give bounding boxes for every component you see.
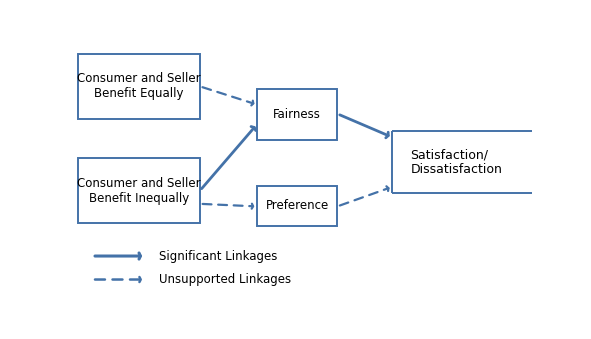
Text: Significant Linkages: Significant Linkages xyxy=(158,250,277,262)
FancyBboxPatch shape xyxy=(79,158,200,223)
Text: Preference: Preference xyxy=(265,199,329,212)
FancyBboxPatch shape xyxy=(257,89,337,140)
Text: Consumer and Seller
Benefit Inequally: Consumer and Seller Benefit Inequally xyxy=(77,177,201,205)
FancyBboxPatch shape xyxy=(257,185,337,226)
FancyBboxPatch shape xyxy=(79,54,200,119)
Text: Consumer and Seller
Benefit Equally: Consumer and Seller Benefit Equally xyxy=(77,72,201,100)
Text: Satisfaction/
Dissatisfaction: Satisfaction/ Dissatisfaction xyxy=(411,148,502,176)
Text: Fairness: Fairness xyxy=(273,108,321,121)
Text: Unsupported Linkages: Unsupported Linkages xyxy=(158,273,291,286)
